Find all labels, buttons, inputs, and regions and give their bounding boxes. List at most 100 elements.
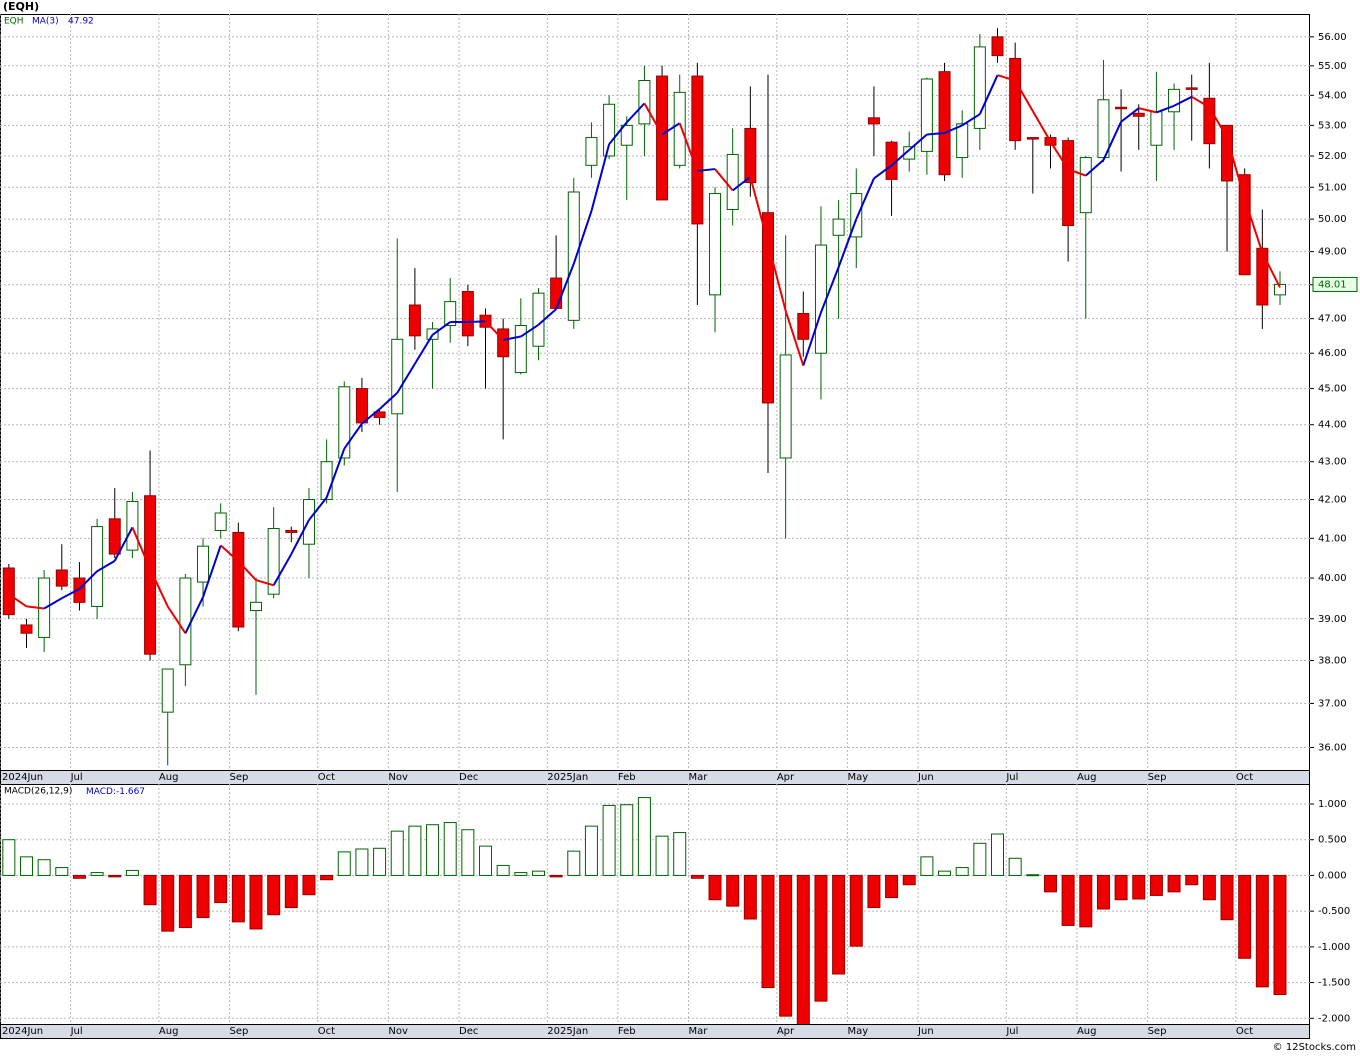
macd-bar	[178, 874, 192, 929]
candle-body	[938, 71, 951, 176]
candle-body	[355, 388, 368, 424]
macd-bar	[496, 864, 510, 876]
candle-body	[691, 75, 704, 225]
candle-body	[656, 75, 669, 201]
ma-segment	[166, 605, 187, 634]
legend-ma-value: 47.92	[68, 17, 94, 27]
macd-bar	[743, 874, 757, 920]
ma-segment	[1173, 95, 1193, 107]
x-tick-label: Dec	[459, 1026, 478, 1037]
macd-bar	[779, 874, 793, 1017]
ma-segment	[343, 423, 363, 450]
macd-bar	[90, 872, 104, 876]
candle-body	[1256, 247, 1269, 306]
date-band	[0, 770, 1310, 785]
candle-body	[320, 461, 333, 501]
candle-body	[973, 46, 986, 129]
macd-bar	[1061, 874, 1075, 926]
legend-ma: MA(3)	[32, 17, 59, 27]
candle-body	[1273, 283, 1286, 296]
ma-segment	[149, 568, 169, 607]
ma-segment	[1243, 198, 1264, 253]
ma-segment	[361, 408, 381, 425]
x-tick-label: Mar	[689, 1026, 709, 1037]
macd-bar	[390, 830, 404, 876]
macd-bar	[620, 804, 634, 876]
x-tick-label: May	[847, 772, 868, 783]
macd-legend-value: -1.667	[116, 787, 145, 797]
ma-segment	[873, 164, 893, 180]
x-tick-label: Aug	[159, 772, 179, 783]
x-tick-label: Sep	[1148, 772, 1167, 783]
macd-bar	[567, 850, 581, 876]
ma-segment	[784, 310, 805, 366]
macd-bar	[673, 832, 687, 876]
ma-segment	[997, 74, 1016, 82]
macd-bar	[267, 874, 281, 916]
y-tick-label: -1.000	[1318, 942, 1350, 953]
ma-segment	[325, 448, 346, 498]
candle-body	[1185, 87, 1198, 90]
price-panel	[0, 14, 1310, 771]
ma-segment	[308, 497, 328, 521]
candle-body	[285, 529, 298, 533]
ma-segment	[820, 266, 840, 313]
ma-segment	[26, 605, 45, 610]
macd-bar	[108, 874, 122, 878]
x-tick-label: Aug	[1077, 772, 1097, 783]
candle-body	[55, 569, 68, 587]
ma-segment	[1226, 137, 1246, 200]
candle-body	[832, 218, 845, 236]
y-tick-label: 39.00	[1318, 614, 1347, 625]
macd-bar	[55, 867, 69, 876]
last-price-tag	[1312, 276, 1358, 292]
macd-bar	[690, 874, 704, 879]
candle-body	[567, 191, 580, 321]
candle-body	[1238, 174, 1251, 276]
y-tick-label: -2.000	[1318, 1013, 1350, 1024]
ma-segment	[1014, 79, 1034, 112]
candle-body	[20, 624, 33, 634]
ma-segment	[590, 144, 611, 212]
macd-bar	[549, 874, 563, 878]
candle-body	[991, 36, 1004, 57]
x-tick-label: Sep	[1148, 1026, 1167, 1037]
macd-bar	[832, 874, 846, 975]
macd-bar	[973, 842, 987, 876]
legend-series: EQH	[4, 17, 24, 27]
macd-bar	[72, 874, 86, 879]
candle-body	[867, 117, 880, 125]
macd-bar	[249, 874, 263, 930]
y-tick-label: 42.00	[1318, 495, 1347, 506]
macd-bar	[2, 839, 16, 876]
x-tick-label: 2025Jan	[547, 772, 588, 783]
macd-bar	[1008, 857, 1022, 876]
x-tick-label: Nov	[388, 772, 408, 783]
ma-segment	[643, 102, 663, 136]
y-tick-label: 36.00	[1318, 743, 1347, 754]
y-tick-label: 38.00	[1318, 656, 1347, 667]
ma-segment	[837, 218, 858, 268]
ma-segment	[1156, 104, 1175, 114]
candle-body	[267, 528, 280, 595]
macd-bar	[161, 874, 175, 932]
candle-body	[903, 146, 916, 160]
ma-segment	[1102, 121, 1122, 161]
ma-segment	[184, 596, 204, 634]
ma-segment	[978, 74, 999, 115]
macd-bar	[284, 874, 298, 909]
ma-segment	[1049, 141, 1069, 170]
x-tick-label: Aug	[1077, 1026, 1097, 1037]
macd-bar	[920, 856, 934, 876]
ma-segment	[8, 593, 28, 608]
macd-bar	[1149, 874, 1163, 896]
y-tick-label: -0.500	[1318, 906, 1350, 917]
macd-legend-label: MACD:	[86, 787, 116, 797]
candle-body	[1026, 137, 1039, 140]
macd-bar	[214, 874, 228, 904]
ma-segment	[61, 588, 80, 600]
macd-bar	[408, 825, 422, 876]
macd-bar	[1114, 874, 1128, 901]
ma-segment	[767, 242, 787, 312]
ma-segment	[131, 526, 151, 570]
